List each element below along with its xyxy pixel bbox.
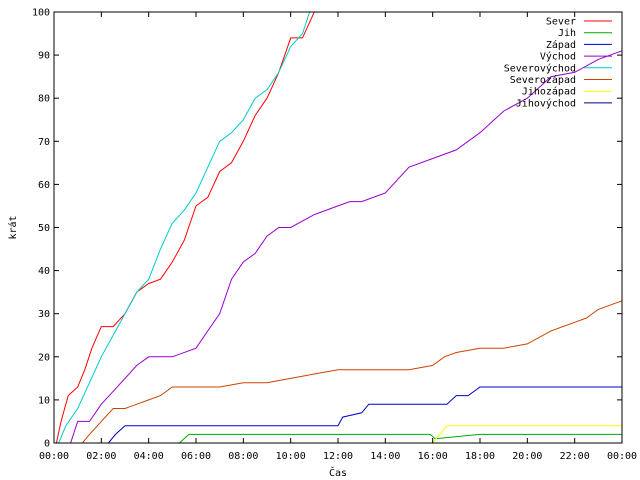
x-tick-label: 06:00 bbox=[181, 451, 211, 462]
x-tick-label: 12:00 bbox=[323, 451, 353, 462]
series-line-1 bbox=[54, 433, 622, 444]
x-tick-label: 02:00 bbox=[86, 451, 116, 462]
legend-label: Severozápad bbox=[510, 74, 576, 86]
x-tick-label: 20:00 bbox=[512, 451, 542, 462]
y-tick-label: 50 bbox=[38, 223, 50, 234]
legend-label: Západ bbox=[546, 39, 576, 51]
x-tick-label: 04:00 bbox=[134, 451, 164, 462]
x-axis-label: Čas bbox=[329, 466, 347, 479]
series-line-4 bbox=[54, 11, 311, 444]
y-axis-label: krát bbox=[7, 215, 19, 239]
legend: SeverJihZápadVýchodSeverovýchodSeverozáp… bbox=[504, 17, 612, 109]
series-line-0 bbox=[55, 11, 315, 444]
legend-label: Jihovýchod bbox=[516, 97, 576, 109]
x-tick-label: 00:00 bbox=[39, 451, 69, 462]
legend-label: Severovýchod bbox=[504, 62, 576, 74]
series-line-3 bbox=[54, 50, 623, 444]
y-tick-label: 60 bbox=[38, 180, 50, 191]
y-tick-label: 10 bbox=[38, 395, 50, 406]
y-tick-label: 0 bbox=[44, 439, 50, 450]
y-tick-label: 20 bbox=[38, 352, 50, 363]
series-line-5 bbox=[54, 300, 623, 444]
y-tick-label: 100 bbox=[32, 8, 50, 19]
y-tick-label: 30 bbox=[38, 309, 50, 320]
legend-label: Jihozápad bbox=[522, 86, 576, 98]
x-tick-label: 18:00 bbox=[465, 451, 495, 462]
x-axis: 00:00 02:00 04:00 06:00 08:00 10:00 12:00 14:00… bbox=[39, 12, 637, 462]
series-line-2 bbox=[54, 386, 622, 444]
x-tick-label: 10:00 bbox=[276, 451, 306, 462]
legend-label: Jih bbox=[558, 28, 576, 39]
y-tick-label: 70 bbox=[38, 137, 50, 148]
y-tick-label: 90 bbox=[38, 51, 50, 62]
x-tick-label: 08:00 bbox=[228, 451, 258, 462]
legend-label: Východ bbox=[540, 51, 576, 63]
x-tick-label: 16:00 bbox=[418, 451, 448, 462]
legend-label: Sever bbox=[546, 17, 576, 28]
x-tick-label: 00:00 bbox=[607, 451, 637, 462]
y-axis: 0 10 20 30 40 50 60 70 80 90 100 bbox=[32, 8, 622, 450]
series-line-6 bbox=[54, 425, 622, 444]
x-tick-label: 14:00 bbox=[370, 451, 400, 462]
x-tick-label: 22:00 bbox=[560, 451, 590, 462]
y-tick-label: 40 bbox=[38, 266, 50, 277]
y-tick-label: 80 bbox=[38, 94, 50, 105]
